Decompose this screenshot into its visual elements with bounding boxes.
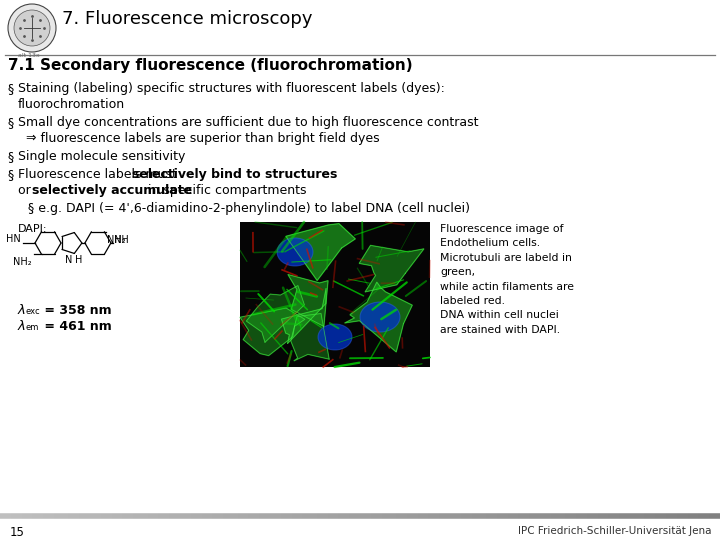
Text: NH: NH	[114, 235, 129, 245]
Text: HN: HN	[6, 234, 21, 244]
Text: NH₂: NH₂	[13, 257, 32, 267]
Polygon shape	[359, 245, 424, 292]
Polygon shape	[345, 282, 413, 352]
Text: exc: exc	[26, 307, 40, 316]
Text: selectively bind to structures: selectively bind to structures	[132, 168, 337, 181]
Text: 15: 15	[10, 526, 25, 539]
Ellipse shape	[277, 238, 313, 266]
Circle shape	[8, 4, 56, 52]
Polygon shape	[282, 288, 326, 343]
Text: em: em	[26, 323, 40, 332]
Ellipse shape	[360, 302, 400, 332]
Text: = 461 nm: = 461 nm	[40, 320, 112, 333]
Text: IPC Friedrich-Schiller-Universität Jena: IPC Friedrich-Schiller-Universität Jena	[518, 526, 712, 536]
Text: N: N	[66, 255, 73, 265]
Text: § e.g. DAPI (= 4',6-diamidino-2-phenylindole) to label DNA (cell nuclei): § e.g. DAPI (= 4',6-diamidino-2-phenylin…	[28, 202, 470, 215]
Text: λ: λ	[18, 320, 26, 333]
Text: fluorochromation: fluorochromation	[18, 98, 125, 111]
Text: §: §	[8, 116, 14, 129]
Polygon shape	[291, 314, 329, 361]
Text: in specific compartments: in specific compartments	[143, 184, 306, 197]
Text: Staining (labeling) specific structures with fluorescent labels (dyes):: Staining (labeling) specific structures …	[18, 82, 445, 95]
Text: §: §	[8, 82, 14, 95]
Text: alt 13x: alt 13x	[18, 53, 40, 58]
Text: = 358 nm: = 358 nm	[40, 304, 112, 317]
Bar	[240, 222, 430, 367]
Text: selectively accumulate: selectively accumulate	[32, 184, 192, 197]
Text: H: H	[75, 255, 82, 265]
Text: §: §	[8, 150, 14, 163]
Text: 7. Fluorescence microscopy: 7. Fluorescence microscopy	[62, 10, 312, 28]
Text: Fluorescence image of
Endothelium cells.
Microtubuli are labeld in
green,
while : Fluorescence image of Endothelium cells.…	[440, 224, 574, 335]
Text: or: or	[18, 184, 35, 197]
Ellipse shape	[318, 324, 352, 350]
Text: DAPI:: DAPI:	[18, 224, 48, 234]
Polygon shape	[288, 274, 328, 327]
Polygon shape	[286, 224, 356, 280]
Text: Single molecule sensitivity: Single molecule sensitivity	[18, 150, 185, 163]
Circle shape	[14, 10, 50, 46]
Text: ⇒ fluorescence labels are superior than bright field dyes: ⇒ fluorescence labels are superior than …	[26, 132, 379, 145]
Polygon shape	[240, 308, 305, 356]
Text: 7.1 Secondary fluorescence (fluorochromation): 7.1 Secondary fluorescence (fluorochroma…	[8, 58, 413, 73]
Text: λ: λ	[18, 304, 26, 317]
Text: Fluorescence labels must: Fluorescence labels must	[18, 168, 181, 181]
Text: §: §	[8, 168, 14, 181]
Text: NH₂: NH₂	[107, 235, 126, 245]
Text: Small dye concentrations are sufficient due to high fluorescence contrast: Small dye concentrations are sufficient …	[18, 116, 479, 129]
Polygon shape	[246, 286, 305, 342]
